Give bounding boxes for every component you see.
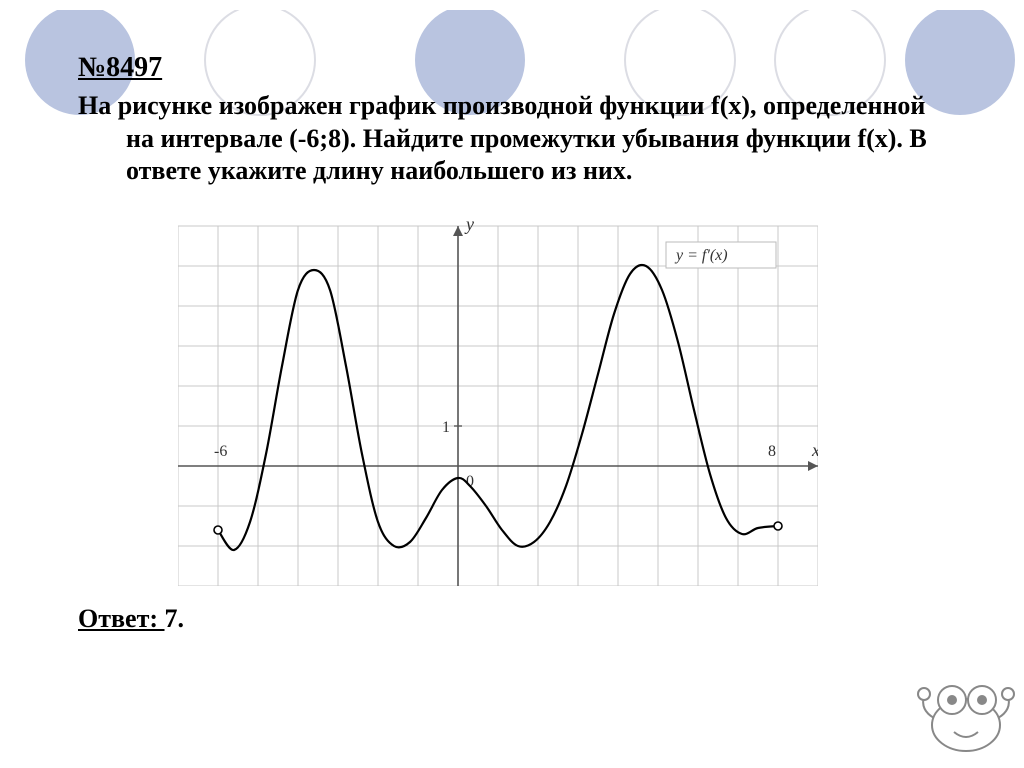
svg-text:-6: -6 [214,443,227,460]
slide-content: №8497 На рисунке изображен график произв… [78,52,948,634]
answer-line: Ответ: 7. [78,604,948,634]
mascot-icon [906,660,1016,760]
svg-text:y = f′(x): y = f′(x) [674,247,728,264]
svg-text:y: y [464,214,474,234]
svg-text:x: x [811,440,818,460]
chart-container: yx01-68y = f′(x) [178,206,818,586]
derivative-chart: yx01-68y = f′(x) [178,206,818,586]
answer-value: 7. [165,604,185,633]
problem-number: №8497 [78,52,948,84]
answer-label: Ответ: [78,604,165,633]
svg-text:1: 1 [442,419,450,436]
svg-text:8: 8 [768,443,776,460]
problem-text: На рисунке изображен график производной … [78,90,948,188]
